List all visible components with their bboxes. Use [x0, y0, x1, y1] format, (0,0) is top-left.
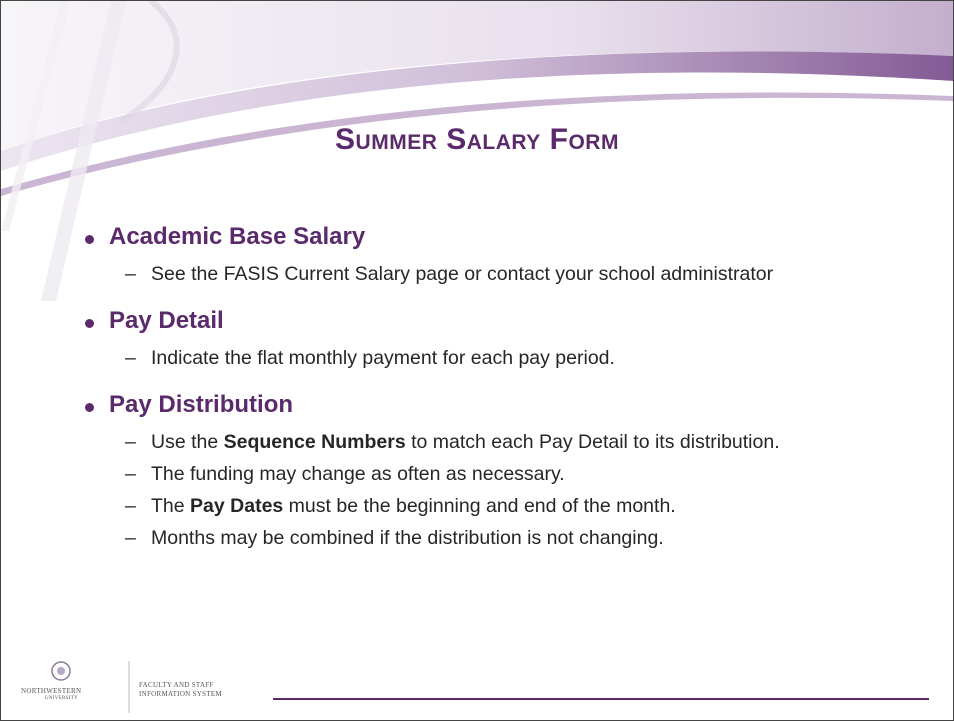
dash: –: [125, 263, 136, 285]
text-run: Months may be combined if the distributi…: [151, 527, 664, 549]
bullet-dot: [85, 403, 94, 412]
dash: –: [125, 495, 136, 517]
bold-text: Sequence Numbers: [223, 431, 406, 453]
text-run: Use the: [151, 431, 224, 453]
footer-system: INFORMATION SYSTEM: [139, 690, 222, 698]
footer-university-sub: UNIVERSITY: [45, 696, 78, 701]
bullet-dot: [85, 235, 94, 244]
sub-item: Use the Sequence Numbers to match each P…: [151, 431, 780, 454]
text-run: The funding may change as often as neces…: [151, 463, 565, 485]
text-run: See the FASIS Current Salary page or con…: [151, 263, 774, 285]
sub-item: The Pay Dates must be the beginning and …: [151, 495, 676, 518]
sub-item: The funding may change as often as neces…: [151, 463, 565, 486]
text-run: The: [151, 495, 191, 517]
footer-university: NORTHWESTERN: [21, 687, 82, 695]
bullet-heading: Pay Distribution: [109, 391, 294, 418]
bold-text: Pay Dates: [190, 495, 284, 517]
dash: –: [125, 463, 136, 485]
bullet-heading: Pay Detail: [109, 307, 224, 334]
dash: –: [125, 431, 136, 453]
sub-item: See the FASIS Current Salary page or con…: [151, 263, 773, 286]
footer-system: FACULTY AND STAFF: [139, 681, 214, 689]
text-run: must be the beginning and end of the mon…: [283, 495, 676, 517]
bullet-dot: [85, 319, 94, 328]
dash: –: [125, 347, 136, 369]
bullet-heading: Academic Base Salary: [109, 223, 366, 250]
text-run: Indicate the flat monthly payment for ea…: [151, 347, 615, 369]
sub-item: Indicate the flat monthly payment for ea…: [151, 347, 615, 370]
sub-item: Months may be combined if the distributi…: [151, 527, 664, 550]
slide-title: Summer Salary Form: [335, 123, 619, 156]
dash: –: [125, 527, 136, 549]
text-run: to match each Pay Detail to its distribu…: [405, 431, 780, 453]
